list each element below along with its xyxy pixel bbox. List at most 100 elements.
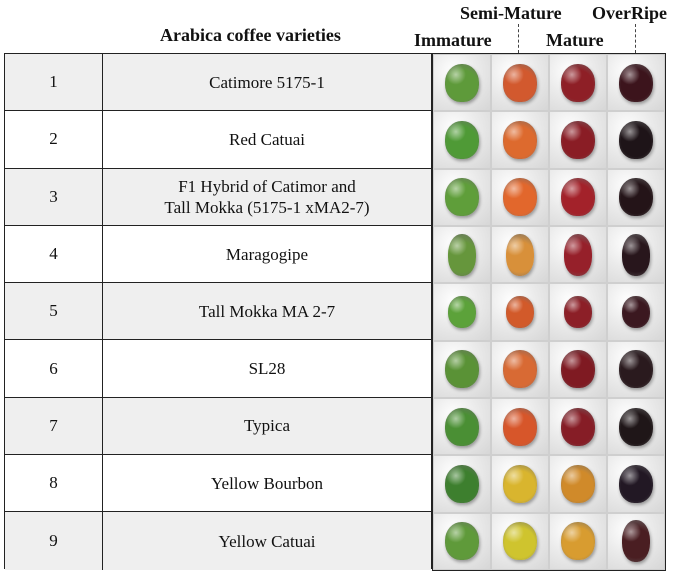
berry-photo-overripe xyxy=(608,284,664,340)
berry-photo-semi-mature xyxy=(492,456,548,512)
berry-photo-overripe xyxy=(608,55,664,111)
stage-label-semi-mature: Semi-Mature xyxy=(460,3,562,23)
berry-photo-overripe xyxy=(608,341,664,397)
coffee-berry xyxy=(561,120,595,159)
berry-photo-immature xyxy=(434,284,490,340)
berry-photo-semi-mature xyxy=(492,341,548,397)
coffee-berry xyxy=(503,120,537,159)
berry-photo-semi-mature xyxy=(492,513,548,569)
variety-name: Typica xyxy=(103,397,431,455)
coffee-berry xyxy=(561,63,595,102)
variety-name: Yellow Bourbon xyxy=(210,473,324,493)
coffee-berry xyxy=(619,120,653,159)
table-row: 5 Tall Mokka MA 2-7 xyxy=(5,283,431,341)
berry-photo-semi-mature xyxy=(492,284,548,340)
berry-photo-overripe xyxy=(608,513,664,569)
stage-label-mature: Mature xyxy=(546,30,604,50)
coffee-berry xyxy=(503,350,537,389)
coffee-berry xyxy=(503,407,537,446)
berry-photo-mature xyxy=(550,284,606,340)
row-number: 6 xyxy=(5,340,103,397)
berry-photo-mature xyxy=(550,226,606,283)
berry-photo-overripe xyxy=(608,398,664,455)
coffee-berry xyxy=(506,295,534,328)
berry-photo-immature xyxy=(434,55,490,111)
coffee-berry xyxy=(622,233,650,276)
coffee-berry xyxy=(561,464,595,503)
row-number: 9 xyxy=(5,512,103,570)
coffee-berry xyxy=(445,178,479,217)
berry-photo-semi-mature xyxy=(492,112,548,168)
coffee-berry xyxy=(619,407,653,446)
row-number: 3 xyxy=(5,168,103,225)
berry-photo-mature xyxy=(550,169,606,225)
table-row: 3 F1 Hybrid of Catimor and Tall Mokka (5… xyxy=(5,168,431,226)
stage-divider-semi-mature xyxy=(518,24,519,53)
coffee-berry xyxy=(619,178,653,217)
berry-photo-overripe xyxy=(608,112,664,168)
coffee-berry xyxy=(561,350,595,389)
table-row: 1 Catimore 5175-1 xyxy=(5,54,431,112)
coffee-berry xyxy=(506,233,534,276)
berry-photo-mature xyxy=(550,513,606,569)
table-row: 2 Red Catuai xyxy=(5,111,431,169)
berry-photo-mature xyxy=(550,112,606,168)
berry-photo-semi-mature xyxy=(492,55,548,111)
berry-photo-mature xyxy=(550,55,606,111)
berry-photo-immature xyxy=(434,112,490,168)
berry-photo-semi-mature xyxy=(492,169,548,225)
berry-photo-grid xyxy=(432,53,666,571)
variety-name: SL28 xyxy=(248,359,286,379)
berry-photo-immature xyxy=(434,456,490,512)
coffee-berry xyxy=(564,295,592,328)
row-number: 2 xyxy=(5,111,103,168)
coffee-berry xyxy=(503,522,537,561)
coffee-berry xyxy=(564,233,592,276)
coffee-berry xyxy=(445,120,479,159)
berry-photo-semi-mature xyxy=(492,226,548,283)
coffee-berry xyxy=(619,350,653,389)
table-row: 7 Typica xyxy=(5,397,431,456)
coffee-berry xyxy=(503,464,537,503)
coffee-berry xyxy=(445,522,479,561)
stage-label-overripe: OverRipe xyxy=(592,3,667,23)
berry-photo-immature xyxy=(434,513,490,569)
coffee-berry xyxy=(445,464,479,503)
coffee-berry xyxy=(448,295,476,328)
berry-photo-immature xyxy=(434,169,490,225)
berry-photo-mature xyxy=(550,341,606,397)
berry-photo-immature xyxy=(434,398,490,455)
berry-photo-mature xyxy=(550,398,606,455)
stage-divider-overripe xyxy=(635,24,636,53)
coffee-berry xyxy=(448,233,476,276)
variety-name: Tall Mokka MA 2-7 xyxy=(103,283,431,340)
coffee-berry xyxy=(619,63,653,102)
variety-name: F1 Hybrid of Catimor and Tall Mokka (517… xyxy=(103,168,431,225)
varieties-table: 1 Catimore 5175-1 2 Red Catuai 3 F1 Hybr… xyxy=(4,53,432,570)
table-row: 9 Yellow Catuai xyxy=(5,512,431,570)
coffee-berry xyxy=(622,295,650,328)
coffee-berry xyxy=(561,407,595,446)
coffee-berry xyxy=(445,407,479,446)
stage-label-immature: Immature xyxy=(414,30,492,50)
table-title: Arabica coffee varieties xyxy=(160,25,341,45)
coffee-berry xyxy=(445,350,479,389)
berry-photo-immature xyxy=(434,226,490,283)
variety-name: Red Catuai xyxy=(228,129,305,149)
row-number: 5 xyxy=(5,283,103,340)
coffee-berry xyxy=(622,520,650,563)
coffee-berry xyxy=(445,63,479,102)
row-number: 7 xyxy=(5,397,103,455)
berry-photo-overripe xyxy=(608,456,664,512)
row-number: 1 xyxy=(5,54,103,111)
berry-photo-overripe xyxy=(608,226,664,283)
table-row: 4 Maragogipe xyxy=(5,225,431,284)
table-row: 8 Yellow Bourbon xyxy=(5,455,431,513)
berry-photo-mature xyxy=(550,456,606,512)
coffee-berry xyxy=(503,178,537,217)
row-number: 4 xyxy=(5,225,103,283)
berry-photo-semi-mature xyxy=(492,398,548,455)
coffee-berry xyxy=(561,522,595,561)
coffee-berry xyxy=(619,464,653,503)
row-number: 8 xyxy=(5,455,103,512)
